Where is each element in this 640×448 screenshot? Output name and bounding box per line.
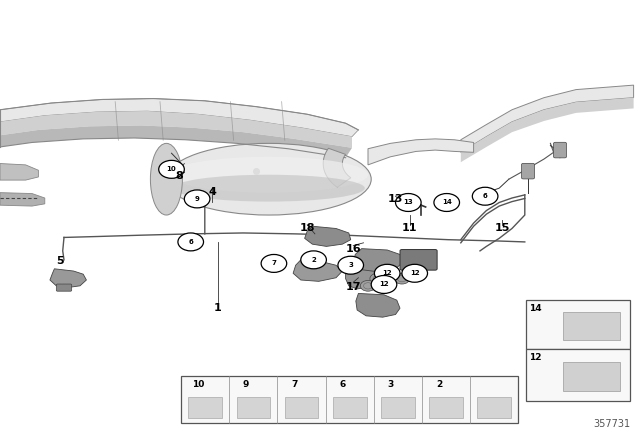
Text: 12: 12 xyxy=(382,270,392,276)
Text: 1: 1 xyxy=(214,303,221,313)
Polygon shape xyxy=(356,293,400,317)
Text: 14: 14 xyxy=(529,304,542,313)
Circle shape xyxy=(434,194,460,211)
FancyBboxPatch shape xyxy=(522,164,534,179)
Bar xyxy=(188,396,222,418)
Circle shape xyxy=(178,233,204,251)
Circle shape xyxy=(472,187,498,205)
Polygon shape xyxy=(368,139,474,165)
FancyBboxPatch shape xyxy=(56,284,72,291)
Bar xyxy=(381,396,415,418)
Circle shape xyxy=(374,264,400,282)
Text: 6: 6 xyxy=(339,380,346,389)
Polygon shape xyxy=(461,98,634,162)
Bar xyxy=(563,313,620,340)
Polygon shape xyxy=(50,269,86,288)
Text: 13: 13 xyxy=(403,199,413,206)
Text: 9: 9 xyxy=(243,380,250,389)
Bar xyxy=(477,396,511,418)
Polygon shape xyxy=(305,226,351,246)
Text: 12: 12 xyxy=(410,270,420,276)
Text: 3: 3 xyxy=(388,380,394,389)
Polygon shape xyxy=(0,164,38,180)
Bar xyxy=(181,376,518,423)
Text: 7: 7 xyxy=(291,380,298,389)
Text: 12: 12 xyxy=(379,281,389,288)
Ellipse shape xyxy=(166,143,371,215)
Circle shape xyxy=(394,273,410,284)
Circle shape xyxy=(402,264,428,282)
Text: 4: 4 xyxy=(209,187,216,197)
Circle shape xyxy=(371,276,397,293)
Circle shape xyxy=(301,251,326,269)
FancyBboxPatch shape xyxy=(268,256,283,265)
Text: 15: 15 xyxy=(495,224,510,233)
Bar xyxy=(333,396,367,418)
Text: 18: 18 xyxy=(300,223,315,233)
Bar xyxy=(563,362,620,391)
Circle shape xyxy=(184,190,210,208)
Circle shape xyxy=(338,256,364,274)
Circle shape xyxy=(370,273,385,284)
Text: 5: 5 xyxy=(56,256,63,266)
Text: 6: 6 xyxy=(483,193,488,199)
Text: 10: 10 xyxy=(192,380,204,389)
Text: 13: 13 xyxy=(388,194,403,204)
Polygon shape xyxy=(353,249,403,272)
FancyBboxPatch shape xyxy=(180,237,198,247)
Text: 6: 6 xyxy=(188,239,193,245)
Text: 3: 3 xyxy=(348,262,353,268)
Text: 11: 11 xyxy=(402,224,417,233)
Ellipse shape xyxy=(150,143,182,215)
Polygon shape xyxy=(346,261,379,289)
Circle shape xyxy=(396,194,421,211)
Text: 9: 9 xyxy=(195,196,200,202)
FancyBboxPatch shape xyxy=(400,250,437,270)
Text: 17: 17 xyxy=(346,282,361,292)
Polygon shape xyxy=(293,260,342,281)
Polygon shape xyxy=(0,99,358,137)
FancyBboxPatch shape xyxy=(436,198,454,207)
Polygon shape xyxy=(461,85,634,152)
Circle shape xyxy=(261,254,287,272)
Text: 357731: 357731 xyxy=(593,419,630,429)
Polygon shape xyxy=(323,148,351,187)
Text: 12: 12 xyxy=(529,353,542,362)
Circle shape xyxy=(159,160,184,178)
Text: 8: 8 xyxy=(175,171,183,181)
Bar xyxy=(237,396,270,418)
Text: 14: 14 xyxy=(442,199,452,206)
Text: 7: 7 xyxy=(271,260,276,267)
FancyBboxPatch shape xyxy=(554,142,566,158)
Bar xyxy=(285,396,319,418)
Polygon shape xyxy=(0,125,352,158)
Circle shape xyxy=(360,280,376,291)
Ellipse shape xyxy=(170,157,368,193)
Text: 10: 10 xyxy=(166,166,177,172)
Bar xyxy=(526,300,630,349)
Bar xyxy=(429,396,463,418)
Text: 16: 16 xyxy=(346,244,361,254)
Text: 2: 2 xyxy=(436,380,442,389)
Polygon shape xyxy=(0,111,352,148)
Text: 2: 2 xyxy=(311,257,316,263)
Bar xyxy=(526,349,630,401)
Polygon shape xyxy=(0,193,45,206)
Ellipse shape xyxy=(173,175,365,202)
